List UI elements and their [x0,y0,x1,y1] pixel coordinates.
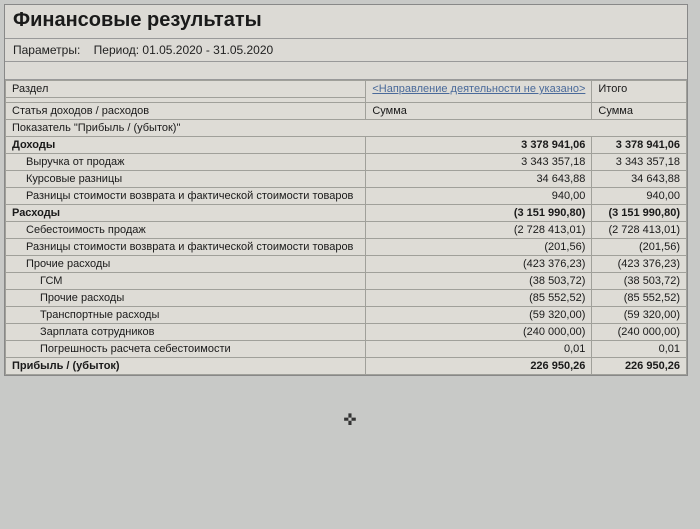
row-label[interactable]: Разницы стоимости возврата и фактической… [6,188,366,205]
row-value-total[interactable]: 226 950,26 [592,358,687,375]
row-label[interactable]: Погрешность расчета себестоимости [6,341,366,358]
report-title: Финансовые результаты [13,9,262,31]
row-value-total[interactable]: 34 643,88 [592,171,687,188]
row-value-direction[interactable]: (3 151 990,80) [366,205,592,222]
report-panel: Финансовые результаты Параметры: Период:… [4,4,688,376]
row-label[interactable]: Расходы [6,205,366,222]
spacer-row [5,62,687,80]
row-label[interactable]: Прочие расходы [6,256,366,273]
indicator-header[interactable]: Показатель "Прибыль / (убыток)" [6,120,687,137]
row-value-direction[interactable]: (85 552,52) [366,290,592,307]
row-value-direction[interactable]: 0,01 [366,341,592,358]
row-value-direction[interactable]: 3 378 941,06 [366,137,592,154]
row-label[interactable]: Транспортные расходы [6,307,366,324]
cursor-icon: ✜ [343,410,356,430]
sum-header-1[interactable]: Сумма [366,103,592,120]
period-value: 01.05.2020 - 31.05.2020 [142,43,273,57]
row-value-direction[interactable]: (2 728 413,01) [366,222,592,239]
table-row[interactable]: Расходы(3 151 990,80)(3 151 990,80) [6,205,687,222]
row-value-total[interactable]: (59 320,00) [592,307,687,324]
row-value-total[interactable]: 3 343 357,18 [592,154,687,171]
row-value-total[interactable]: (423 376,23) [592,256,687,273]
row-value-direction[interactable]: (38 503,72) [366,273,592,290]
row-value-total[interactable]: 3 378 941,06 [592,137,687,154]
table-row[interactable]: Прибыль / (убыток)226 950,26226 950,26 [6,358,687,375]
table-row[interactable]: Курсовые разницы34 643,8834 643,88 [6,171,687,188]
row-value-direction[interactable]: (59 320,00) [366,307,592,324]
row-value-total[interactable]: (2 728 413,01) [592,222,687,239]
row-value-total[interactable]: (38 503,72) [592,273,687,290]
row-value-direction[interactable]: 226 950,26 [366,358,592,375]
row-value-direction[interactable]: 940,00 [366,188,592,205]
row-value-total[interactable]: (3 151 990,80) [592,205,687,222]
direction-header[interactable]: <Направление деятельности не указано> [366,81,592,103]
row-value-total[interactable]: (240 000,00) [592,324,687,341]
row-label[interactable]: ГСМ [6,273,366,290]
table-row[interactable]: Разницы стоимости возврата и фактической… [6,239,687,256]
table-row[interactable]: Прочие расходы(423 376,23)(423 376,23) [6,256,687,273]
row-label[interactable]: Выручка от продаж [6,154,366,171]
row-label[interactable]: Прочие расходы [6,290,366,307]
article-header[interactable]: Статья доходов / расходов [6,103,366,120]
bottom-area: ✜ [0,380,700,460]
table-row[interactable]: Зарплата сотрудников(240 000,00)(240 000… [6,324,687,341]
header-row-2: Статья доходов / расходов Сумма Сумма [6,103,687,120]
row-value-total[interactable]: 940,00 [592,188,687,205]
title-row: Финансовые результаты [5,5,687,38]
row-value-direction[interactable]: 3 343 357,18 [366,154,592,171]
row-value-direction[interactable]: (240 000,00) [366,324,592,341]
row-value-total[interactable]: (85 552,52) [592,290,687,307]
params-row: Параметры: Период: 01.05.2020 - 31.05.20… [5,38,687,62]
row-label[interactable]: Разницы стоимости возврата и фактической… [6,239,366,256]
header-row-1: Раздел <Направление деятельности не указ… [6,81,687,98]
row-value-direction[interactable]: 34 643,88 [366,171,592,188]
sum-header-2[interactable]: Сумма [592,103,687,120]
table-row[interactable]: Погрешность расчета себестоимости0,010,0… [6,341,687,358]
row-label[interactable]: Доходы [6,137,366,154]
row-value-total[interactable]: 0,01 [592,341,687,358]
section-header[interactable]: Раздел [6,81,366,98]
table-row[interactable]: Доходы3 378 941,063 378 941,06 [6,137,687,154]
params-label: Параметры: [13,43,80,57]
row-value-direction[interactable]: (423 376,23) [366,256,592,273]
row-label[interactable]: Зарплата сотрудников [6,324,366,341]
period-label: Период: [94,43,139,57]
indicator-row: Показатель "Прибыль / (убыток)" [6,120,687,137]
row-value-total[interactable]: (201,56) [592,239,687,256]
row-label[interactable]: Прибыль / (убыток) [6,358,366,375]
table-row[interactable]: Прочие расходы(85 552,52)(85 552,52) [6,290,687,307]
financial-table: Раздел <Направление деятельности не указ… [5,80,687,375]
row-value-direction[interactable]: (201,56) [366,239,592,256]
total-header[interactable]: Итого [592,81,687,103]
table-row[interactable]: Разницы стоимости возврата и фактической… [6,188,687,205]
table-row[interactable]: Выручка от продаж3 343 357,183 343 357,1… [6,154,687,171]
table-row[interactable]: ГСМ(38 503,72)(38 503,72) [6,273,687,290]
row-label[interactable]: Себестоимость продаж [6,222,366,239]
table-row[interactable]: Транспортные расходы(59 320,00)(59 320,0… [6,307,687,324]
table-row[interactable]: Себестоимость продаж(2 728 413,01)(2 728… [6,222,687,239]
row-label[interactable]: Курсовые разницы [6,171,366,188]
